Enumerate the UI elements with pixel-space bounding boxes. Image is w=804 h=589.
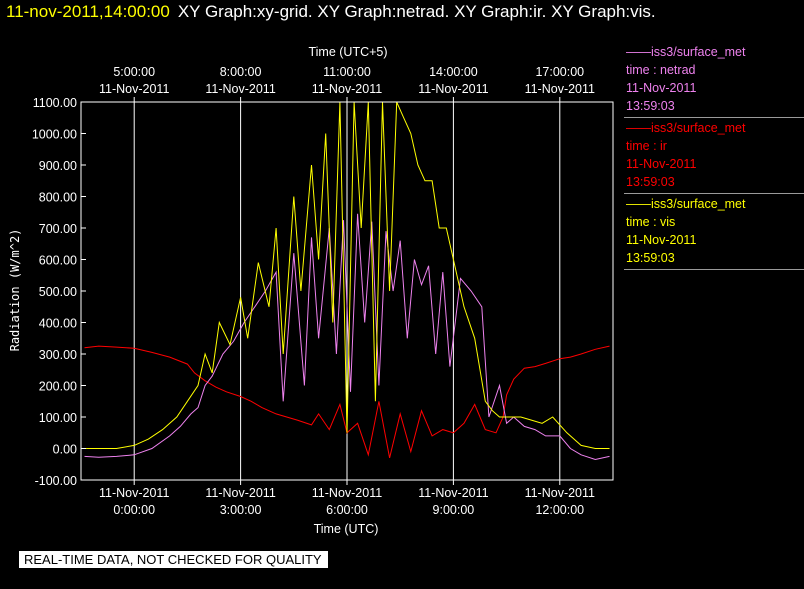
legend-entry-line1: ——iss3/surface_met [626,45,746,59]
top-tick-date: 11-Nov-2011 [312,82,382,96]
y-axis-title: Radiation (W/m^2) [8,229,22,352]
series-group [84,102,610,461]
legend-entry-line3: 11-Nov-2011 [626,81,697,95]
x-tick-time: 3:00:00 [220,503,262,517]
y-tick-label: -100.00 [35,474,77,488]
top-tick-time: 8:00:00 [220,65,262,79]
top-tick-date: 11-Nov-2011 [525,82,595,96]
legend-entry-line2: time : vis [626,215,676,229]
series-line-netrad [84,213,610,461]
header-graph-list: XY Graph:xy-grid. XY Graph:netrad. XY Gr… [177,2,656,21]
legend-entry-line4: 13:59:03 [626,175,675,189]
legend-entry-line2: time : ir [626,139,667,153]
y-tick-label: 1100.00 [33,96,77,110]
x-tick-date: 11-Nov-2011 [99,486,169,500]
y-tick-label: 500.00 [39,285,77,299]
legend-entry-line2: time : netrad [626,63,696,77]
top-tick-date: 11-Nov-2011 [205,82,275,96]
top-axis-ticks: 5:00:00 11-Nov-2011 8:00:00 11-Nov-2011 11:0… [99,65,595,102]
top-tick-time: 5:00:00 [113,65,155,79]
legend-entry-line1: ——iss3/surface_met [626,121,746,135]
x-tick-date: 11-Nov-2011 [205,486,275,500]
x-tick-time: 6:00:00 [326,503,368,517]
x-tick-date: 11-Nov-2011 [525,486,595,500]
x-tick-date: 11-Nov-2011 [312,486,382,500]
top-tick-time: 14:00:00 [429,65,478,79]
x-tick-time: 12:00:00 [535,503,584,517]
x-tick-date: 11-Nov-2011 [418,486,488,500]
x-tick-time: 0:00:00 [113,503,155,517]
legend-entry-line4: 13:59:03 [626,99,675,113]
legend-entry-line3: 11-Nov-2011 [626,233,697,247]
y-tick-label: 300.00 [39,348,77,362]
radiation-chart: -100.00 0.00 100.00 200.00 300.00 400.00 500.0… [8,45,614,536]
x-axis-ticks: 11-Nov-2011 0:00:00 11-Nov-2011 3:00:00 11-N… [99,480,595,517]
y-tick-label: 200.00 [39,380,77,394]
x-tick-time: 9:00:00 [433,503,475,517]
legend: ——iss3/surface_met time : netrad 11-Nov-20… [624,42,804,270]
header-timestamp: 11-nov-2011,14:00:00 [6,2,170,21]
legend-entry-line3: 11-Nov-2011 [626,157,697,171]
legend-entry-line4: 13:59:03 [626,251,675,265]
y-tick-label: 0.00 [53,443,77,457]
header-bar: 11-nov-2011,14:00:00 XY Graph:xy-grid. XY… [6,2,656,22]
top-tick-time: 11:00:00 [323,65,371,79]
top-tick-date: 11-Nov-2011 [99,82,169,96]
y-tick-label: 600.00 [39,254,77,268]
y-tick-label: 400.00 [39,317,77,331]
quality-warning-banner: REAL-TIME DATA, NOT CHECKED FOR QUALITY [19,551,328,568]
y-tick-label: 100.00 [39,411,77,425]
y-tick-label: 800.00 [39,191,77,205]
y-tick-label: 700.00 [39,222,77,236]
legend-entry-line1: ——iss3/surface_met [626,197,746,211]
y-tick-label: 900.00 [39,159,77,173]
y-tick-label: 1000.00 [32,128,77,142]
top-tick-date: 11-Nov-2011 [418,82,488,96]
top-tick-time: 17:00:00 [535,65,584,79]
y-axis-ticks: -100.00 0.00 100.00 200.00 300.00 400.00 500.0… [32,96,86,488]
series-line-vis [84,102,610,449]
series-line-ir [84,345,610,459]
top-axis-title: Time (UTC+5) [308,45,387,59]
x-axis-title: Time (UTC) [314,522,379,536]
